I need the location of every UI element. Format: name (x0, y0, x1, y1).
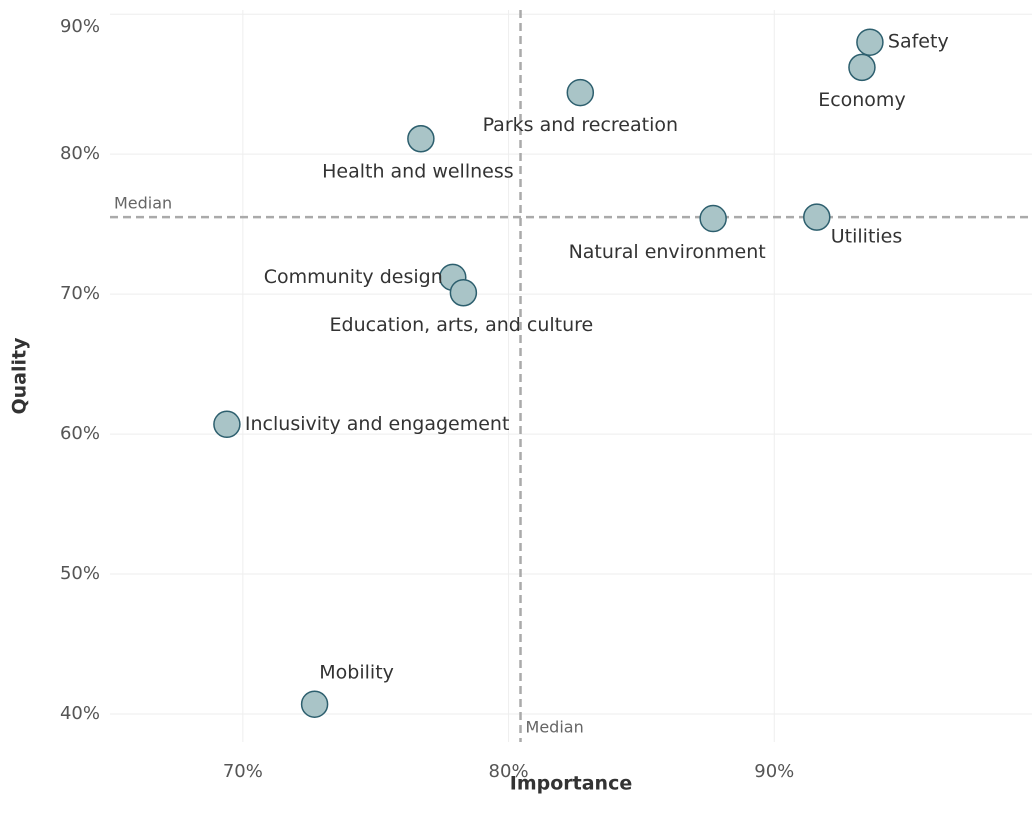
point-label: Utilities (831, 226, 903, 248)
point-label: Safety (888, 31, 949, 53)
point-label: Community design (264, 266, 443, 288)
point (449, 278, 478, 307)
y-tick-label: 90% (60, 16, 100, 37)
x-tick-label: 90% (754, 761, 794, 782)
point-label: Health and wellness (322, 160, 514, 182)
point-label: Natural environment (569, 241, 766, 263)
point-label: Education, arts, and culture (330, 314, 594, 336)
point-label: Parks and recreation (483, 114, 678, 136)
x-tick-label: 70% (223, 761, 263, 782)
y-tick-label: 40% (60, 703, 100, 724)
point (848, 53, 876, 82)
point (407, 125, 435, 153)
point-label: Economy (818, 89, 906, 111)
y-tick-label: 60% (60, 423, 100, 444)
point-label: Inclusivity and engagement (245, 413, 510, 435)
point (803, 203, 831, 231)
point-label: Mobility (319, 662, 394, 684)
point (213, 410, 241, 439)
y-tick-label: 50% (60, 563, 100, 584)
x-tick-label: 80% (489, 761, 529, 782)
point (856, 28, 884, 56)
median-label: Median (114, 194, 172, 213)
y-tick-label: 70% (60, 283, 100, 304)
y-tick-label: 80% (60, 143, 100, 164)
median-label: Median (526, 718, 584, 737)
point (699, 204, 727, 233)
y-axis-label: Quality (9, 337, 31, 415)
point (566, 78, 595, 107)
point (300, 690, 329, 718)
x-axis-label: Importance (510, 773, 632, 795)
